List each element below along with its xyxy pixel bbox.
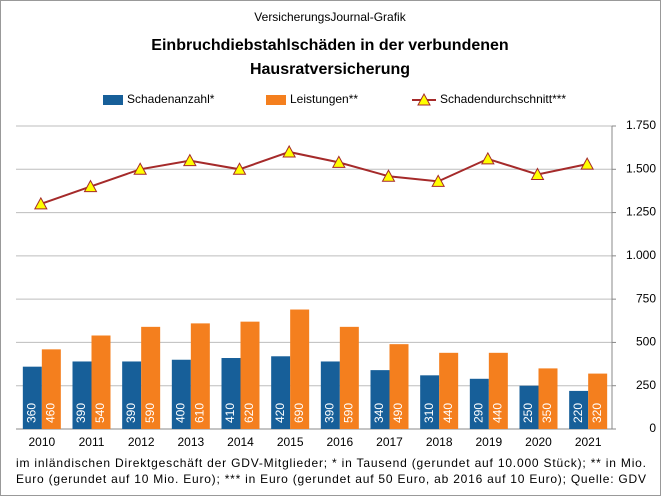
x-tick-label: 2012	[128, 435, 155, 449]
bar-label: 490	[391, 403, 405, 423]
bar	[171, 359, 191, 429]
marker	[580, 157, 595, 170]
x-tick-label: 2014	[227, 435, 254, 449]
marker	[232, 162, 247, 175]
x-tick-label: 2010	[28, 435, 55, 449]
y-tick-label: 1.500	[626, 161, 656, 175]
bar-label: 540	[93, 403, 107, 423]
source: VersicherungsJournal-Grafik	[254, 10, 406, 24]
bar	[519, 385, 539, 429]
bar	[320, 361, 340, 429]
line	[40, 150, 588, 205]
bar-label: 620	[242, 403, 256, 423]
bar	[141, 326, 161, 429]
x-tick-label: 2017	[376, 435, 403, 449]
bar	[271, 356, 291, 429]
bar	[439, 352, 459, 429]
bar-label: 440	[491, 403, 505, 423]
bar	[339, 326, 359, 429]
bar	[588, 373, 608, 429]
legend-swatch	[266, 95, 286, 105]
bar	[122, 361, 142, 429]
bar-label: 390	[74, 403, 88, 423]
y-tick-label: 1.250	[626, 205, 656, 219]
bar	[389, 344, 409, 429]
bar-label: 310	[422, 403, 436, 423]
marker	[480, 151, 495, 165]
bar-label: 690	[292, 403, 306, 423]
bar	[72, 361, 92, 429]
x-tick-label: 2021	[575, 435, 602, 449]
bar	[41, 349, 61, 429]
bar-label: 350	[540, 403, 554, 423]
marker	[331, 155, 346, 168]
bar-label: 590	[342, 403, 356, 423]
bar-label: 340	[372, 403, 386, 423]
legend-swatch	[417, 92, 431, 106]
x-tick-label: 2016	[326, 435, 353, 449]
bar-label: 610	[193, 403, 207, 423]
x-tick-label: 2018	[426, 435, 453, 449]
y-tick-label: 750	[636, 291, 656, 305]
chart-title: Einbruchdiebstahlschäden in der verbunde…	[151, 37, 508, 54]
marker	[133, 162, 148, 175]
bar-label: 220	[571, 403, 585, 423]
y-tick-label: 1.750	[626, 118, 656, 132]
bar	[538, 368, 558, 429]
bar	[290, 309, 310, 429]
bar-label: 400	[174, 403, 188, 423]
bar-label: 390	[323, 403, 337, 423]
x-tick-label: 2019	[475, 435, 502, 449]
bar-label: 440	[441, 403, 455, 423]
bar-label: 420	[273, 403, 287, 423]
chart-title: Hausratversicherung	[250, 61, 410, 78]
x-tick-label: 2013	[177, 435, 204, 449]
marker	[182, 153, 197, 167]
bar	[221, 358, 241, 429]
bar-label: 410	[223, 403, 237, 423]
footnote: Euro (gerundet auf 10 Mio. Euro); *** in…	[16, 472, 646, 486]
bar	[469, 378, 489, 429]
bar-label: 290	[472, 403, 486, 423]
footnote: im inländischen Direktgeschäft der GDV-M…	[16, 456, 646, 470]
bar	[488, 352, 508, 429]
marker	[33, 196, 48, 210]
marker	[431, 174, 446, 187]
legend-label: Leistungen**	[290, 92, 358, 106]
y-tick-label: 500	[636, 335, 656, 349]
y-tick-label: 0	[649, 421, 656, 435]
bar-label: 320	[590, 403, 604, 423]
bar	[420, 375, 440, 429]
x-tick-label: 2015	[277, 435, 304, 449]
bar	[569, 390, 589, 429]
bar	[240, 321, 260, 429]
legend-swatch	[103, 95, 123, 105]
bar	[91, 335, 111, 429]
bar	[370, 370, 390, 429]
marker	[381, 169, 396, 182]
bar-label: 390	[124, 403, 138, 423]
bar	[190, 323, 210, 429]
bar-label: 460	[44, 403, 58, 423]
bar-label: 360	[25, 403, 39, 423]
marker	[83, 179, 98, 193]
bar	[22, 366, 42, 429]
marker	[530, 167, 545, 180]
y-tick-label: 250	[636, 378, 656, 392]
marker	[282, 144, 297, 158]
y-tick-label: 1.000	[626, 248, 656, 262]
bar-label: 590	[143, 403, 157, 423]
legend-label: Schadendurchschnitt***	[440, 92, 566, 106]
x-tick-label: 2011	[79, 435, 105, 449]
legend-label: Schadenanzahl*	[127, 92, 215, 106]
bar-label: 250	[521, 403, 535, 423]
x-tick-label: 2020	[525, 435, 552, 449]
